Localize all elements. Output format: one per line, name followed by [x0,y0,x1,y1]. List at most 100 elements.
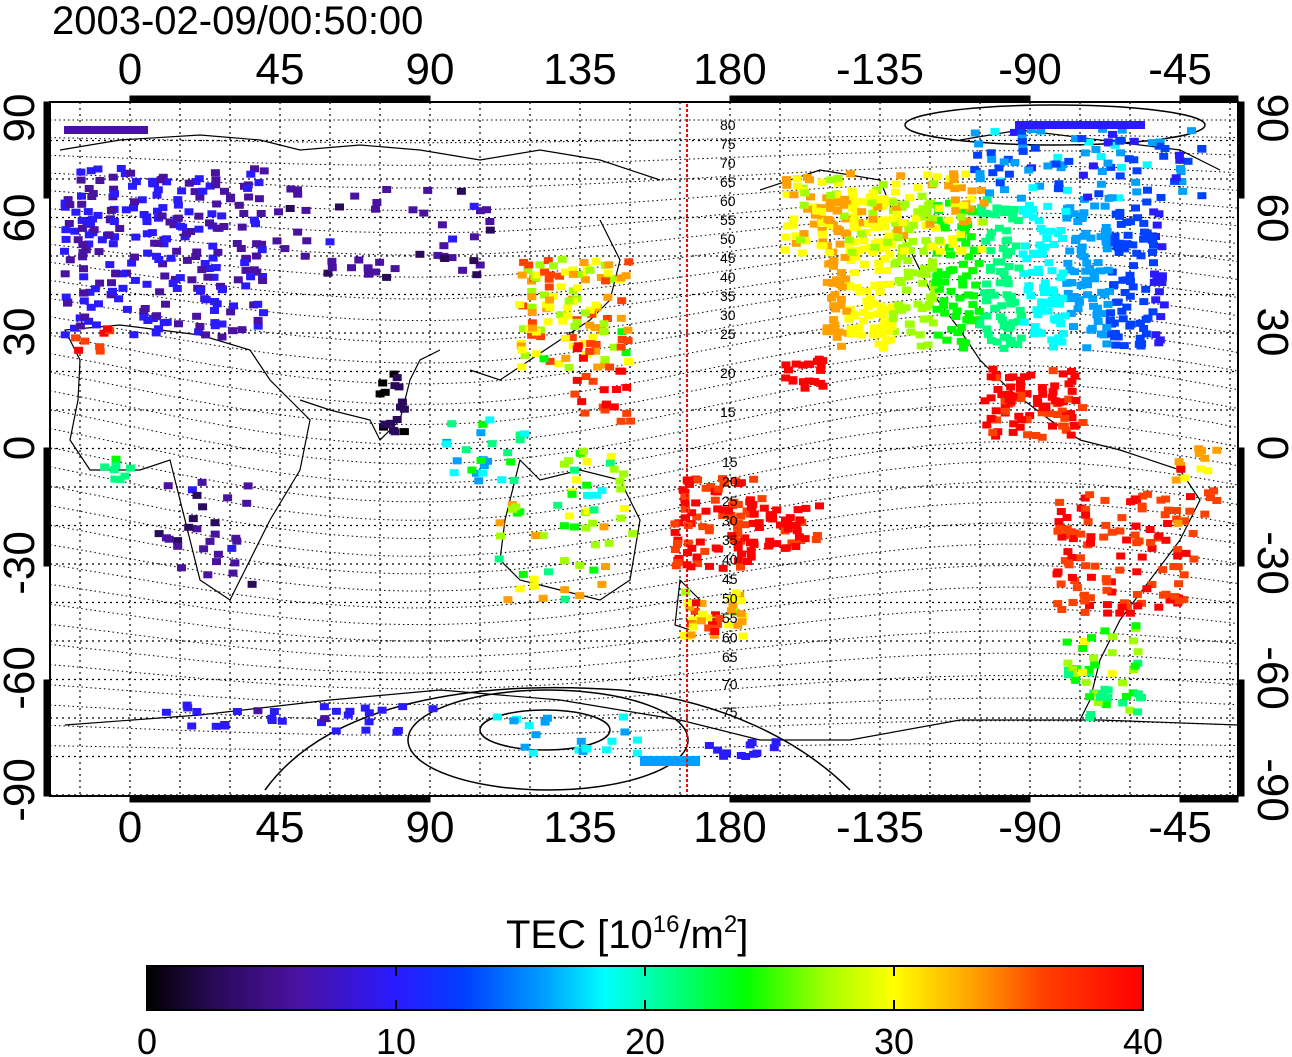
tec-point [560,586,570,594]
tec-point [259,167,269,175]
tec-point [733,523,743,531]
tec-point [1086,533,1096,541]
tec-point [945,199,954,207]
tec-point [1056,273,1066,281]
top-lon-label: 180 [693,45,766,94]
tec-point [986,337,996,344]
bottom-lon-label: 90 [406,803,455,852]
tec-point [1015,423,1025,431]
tec-point [705,562,714,570]
tec-point [737,618,747,626]
tec-point [1103,266,1113,274]
tec-point [579,339,589,347]
tec-point [241,282,251,290]
tec-point [184,208,194,216]
tec-point [1160,145,1170,152]
tec-point [1046,227,1055,235]
tec-point [1053,153,1063,161]
tec-point [1156,313,1166,321]
tec-point [740,534,750,542]
tec-point [1001,227,1011,235]
tec-point [926,243,936,251]
contour-label: 25 [722,493,738,509]
tec-point [527,303,537,311]
tec-point [519,258,529,266]
tec-point [951,313,961,320]
tec-point [1111,341,1121,349]
tec-point [1063,548,1073,556]
tec-point [1014,412,1024,420]
tec-point [847,187,857,195]
map-title: 2003-02-09/00:50:00 [52,0,423,43]
tec-point [382,273,392,281]
tec-point [867,199,877,207]
tec-point [917,270,927,278]
tec-point [456,187,466,195]
tec-point [1070,268,1079,276]
tec-point [114,295,124,303]
tec-point [570,523,579,531]
tec-point [628,530,638,538]
tec-point [163,482,173,490]
tec-point [570,322,580,330]
tec-point [824,222,834,230]
tec-point [946,287,956,295]
tec-point [626,417,636,425]
tec-point [197,478,207,486]
tec-point [604,261,614,269]
tec-point [1137,693,1146,701]
tec-point [1025,201,1034,209]
tec-point [1101,521,1111,529]
tec-point [709,631,719,639]
tec-point [398,703,408,711]
contour-label: 30 [720,307,736,323]
tec-point [439,242,449,250]
tec-point [1002,291,1012,299]
tec-point [955,294,965,302]
tec-point [190,188,200,196]
contour-line [50,212,1238,256]
tec-point [246,273,256,281]
tec-point [73,236,83,244]
tec-point [64,220,74,227]
tec-point [452,457,462,465]
tec-point [469,202,479,210]
contour-label: 60 [720,193,736,209]
tec-point [531,350,541,358]
tec-point [959,201,969,209]
tec-point [1138,492,1148,500]
tec-point [213,550,223,558]
tec-point [1142,585,1152,593]
tec-point [733,621,743,629]
tec-point [782,176,791,184]
tec-point [559,557,569,565]
tec-point [485,416,495,424]
tec-point [408,206,418,214]
tec-point [1014,318,1023,326]
tec-point [1102,586,1112,594]
tec-point [769,744,779,752]
tec-point [109,466,119,474]
tec-point [1022,416,1032,424]
tec-point [1024,282,1034,290]
tec-point [832,207,842,215]
tec-point [903,257,913,265]
tec-point [785,514,795,522]
tec-point [1089,654,1099,662]
tec-point [955,246,965,254]
tec-point [1022,211,1032,218]
tec-point [126,169,136,177]
tec-point [992,204,1002,212]
tec-point [1014,264,1024,272]
tec-point [719,506,729,514]
tec-point [1054,334,1064,342]
tec-point [904,226,914,234]
tec-point [892,211,902,219]
tec-point [993,386,1003,393]
tec-point [899,232,909,240]
tec-point [583,507,593,515]
tec-point [372,199,382,206]
colorbar-title: TEC [1016/m2] [506,911,748,957]
tec-point [211,181,221,189]
tec-point [447,254,457,262]
